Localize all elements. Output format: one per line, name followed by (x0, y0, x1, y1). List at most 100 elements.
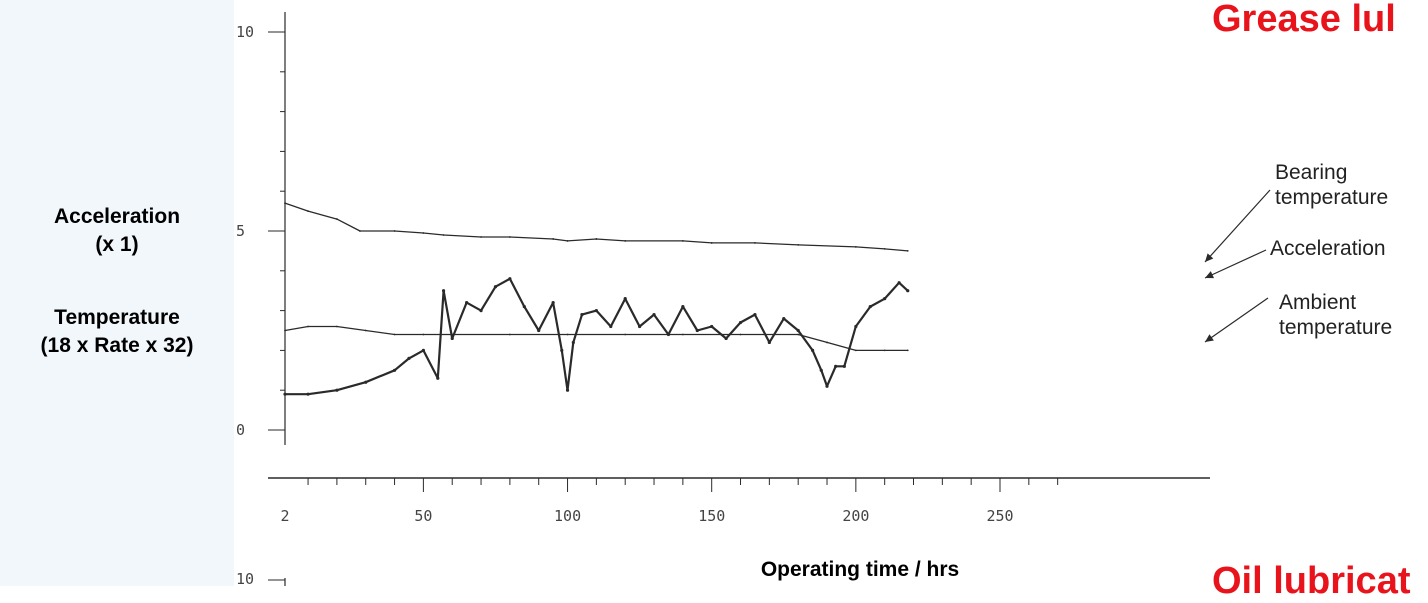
series-point (681, 333, 684, 336)
lower-y-tick-label: 10 (236, 570, 254, 586)
series-point (508, 277, 512, 281)
series-point (842, 364, 846, 368)
series-line (285, 277, 909, 396)
series-point (306, 392, 310, 396)
legend-arrow-line (1204, 297, 1269, 343)
series-point (819, 368, 823, 372)
series-point (392, 368, 397, 372)
series-point (681, 305, 685, 309)
x-tick-label: 250 (987, 507, 1014, 525)
temperature-label: Temperature (54, 306, 180, 329)
series-point (868, 305, 872, 309)
series-point (571, 340, 575, 345)
series-point (522, 305, 526, 309)
series-point (284, 202, 286, 205)
legend-ambient-temperature: Ambient temperature (1279, 291, 1393, 339)
series-point (826, 341, 828, 344)
series-point (407, 356, 411, 360)
series-point (624, 333, 627, 336)
series-point (623, 297, 627, 301)
y-tick-label: 5 (236, 222, 245, 240)
series-point (825, 384, 829, 388)
series-point (284, 329, 286, 332)
series-point (421, 348, 425, 352)
series-point (797, 333, 800, 336)
series-point (710, 324, 714, 329)
series-point (335, 325, 338, 328)
series-point (537, 328, 541, 333)
series-point (493, 285, 498, 289)
series-point (782, 316, 786, 321)
series-point (283, 392, 287, 396)
acceleration-label: Acceleration (53, 205, 181, 228)
series-point (854, 246, 857, 248)
series-point (580, 312, 584, 317)
series-point (422, 232, 425, 234)
series-point (796, 328, 800, 333)
series-point (450, 336, 454, 341)
series-point (595, 238, 598, 240)
oil-section-title: Oil lubricat (1212, 560, 1411, 602)
series-point (359, 230, 361, 232)
series-point (364, 380, 368, 384)
series-point (681, 240, 684, 242)
series-point (479, 309, 483, 313)
legend-arrow-line (1204, 249, 1267, 279)
series-point (422, 333, 425, 336)
series-point (393, 230, 396, 232)
series-point (710, 242, 713, 244)
series-point (364, 329, 367, 332)
series-point (754, 242, 756, 244)
left-label-panel (0, 0, 234, 586)
series-line (284, 202, 908, 252)
x-tick-label: 2 (281, 507, 290, 525)
series-point (508, 333, 511, 336)
series-point (652, 312, 656, 317)
x-tick-label: 200 (842, 507, 869, 525)
series-point (307, 325, 309, 328)
y-tick-label: 10 (236, 23, 254, 41)
temperature-scale: (18 x Rate x 32) (40, 334, 194, 357)
acceleration-scale: (x 1) (95, 233, 139, 256)
legend-arrow-head (1205, 253, 1214, 262)
series-point (834, 364, 838, 368)
series-point (638, 324, 642, 329)
series-point (335, 388, 339, 392)
series-line (284, 325, 908, 352)
series-point (624, 240, 627, 242)
series-point (441, 289, 446, 293)
series-point (551, 301, 555, 305)
x-tick-label: 50 (414, 507, 432, 525)
series-point (560, 348, 564, 352)
series-point (480, 236, 482, 238)
legend-bearing-temperature: Bearing temperature (1275, 161, 1389, 209)
legend-acceleration: Acceleration (1270, 237, 1386, 260)
series-point (465, 301, 469, 305)
series-point (797, 244, 800, 246)
series-point (883, 349, 886, 352)
series-point (753, 312, 757, 317)
series-point (442, 234, 445, 236)
series-point (739, 333, 742, 336)
series-point (508, 236, 511, 238)
series-point (566, 333, 569, 336)
series-point (854, 324, 858, 329)
series-point (883, 248, 886, 250)
series-point (594, 309, 598, 313)
x-tick-label: 100 (554, 507, 581, 525)
series-point (335, 218, 338, 220)
series-point (724, 336, 728, 341)
series-point (307, 210, 309, 213)
series-point (436, 376, 440, 380)
series-point (393, 333, 396, 336)
series-point (695, 328, 699, 333)
series-point (565, 388, 570, 392)
series-point (906, 349, 909, 352)
y-tick-label: 0 (236, 421, 245, 439)
legend-arrow-head (1205, 334, 1214, 342)
series-point (767, 340, 771, 345)
series-point (566, 240, 569, 242)
y-axis-label-temperature: Temperature (18 x Rate x 32) (0, 304, 234, 360)
